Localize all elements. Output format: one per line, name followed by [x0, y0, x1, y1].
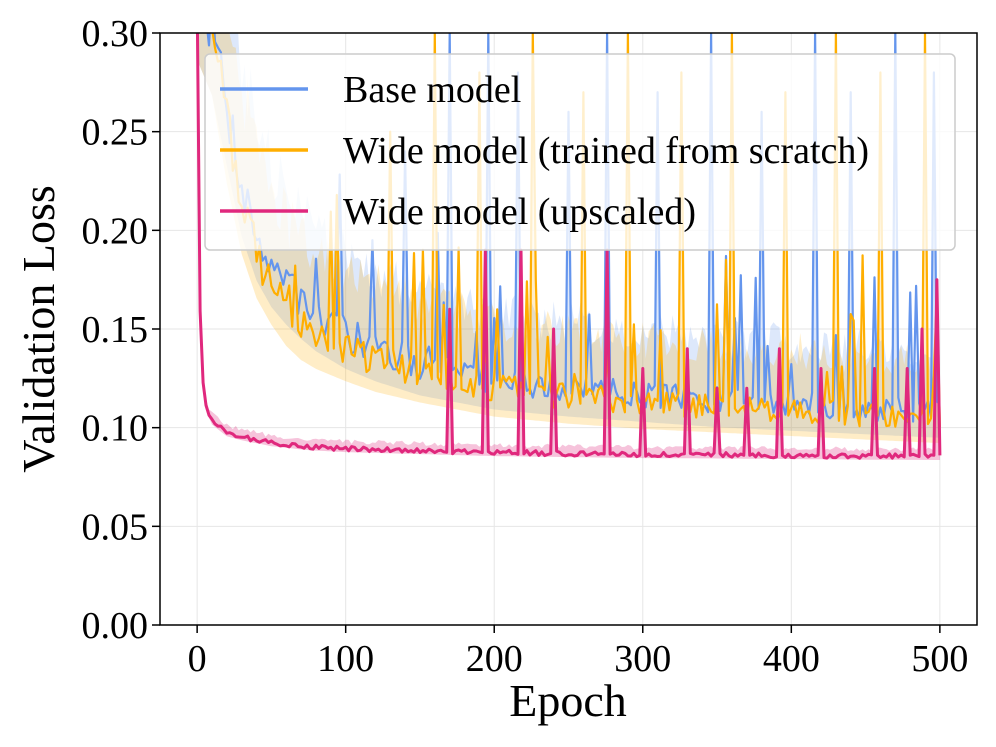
legend-label-base-model: Base model	[343, 69, 521, 111]
legend-label-wide-scratch: Wide model (trained from scratch)	[343, 130, 869, 172]
y-tick-label: 0.05	[82, 506, 149, 548]
x-axis-label: Epoch	[509, 675, 627, 726]
y-tick-label: 0.15	[82, 309, 149, 351]
y-axis-label: Validation Loss	[13, 185, 64, 472]
y-tick-label: 0.10	[82, 408, 149, 450]
y-tick-label: 0.20	[82, 210, 149, 252]
series-line-1	[211, 33, 941, 428]
x-tick-label: 200	[466, 638, 523, 680]
x-tick-label: 500	[911, 638, 968, 680]
x-axis-ticks: 0 100 200 300 400 500	[188, 625, 968, 680]
x-tick-label: 0	[188, 638, 207, 680]
legend-box	[204, 53, 956, 251]
y-tick-label: 0.00	[82, 605, 149, 647]
legend-label-wide-upscaled: Wide model (upscaled)	[343, 191, 696, 233]
legend: Base model Wide model (trained from scra…	[204, 53, 956, 251]
y-tick-label: 0.25	[82, 112, 149, 154]
x-tick-label: 300	[614, 638, 671, 680]
series-line-2	[195, 33, 942, 460]
series-band-1	[197, 33, 940, 444]
y-axis-ticks: 0.00 0.05 0.10 0.15 0.20 0.25 0.30	[82, 13, 160, 647]
y-tick-label: 0.30	[82, 13, 149, 55]
x-tick-label: 400	[763, 638, 820, 680]
x-tick-label: 100	[317, 638, 374, 680]
